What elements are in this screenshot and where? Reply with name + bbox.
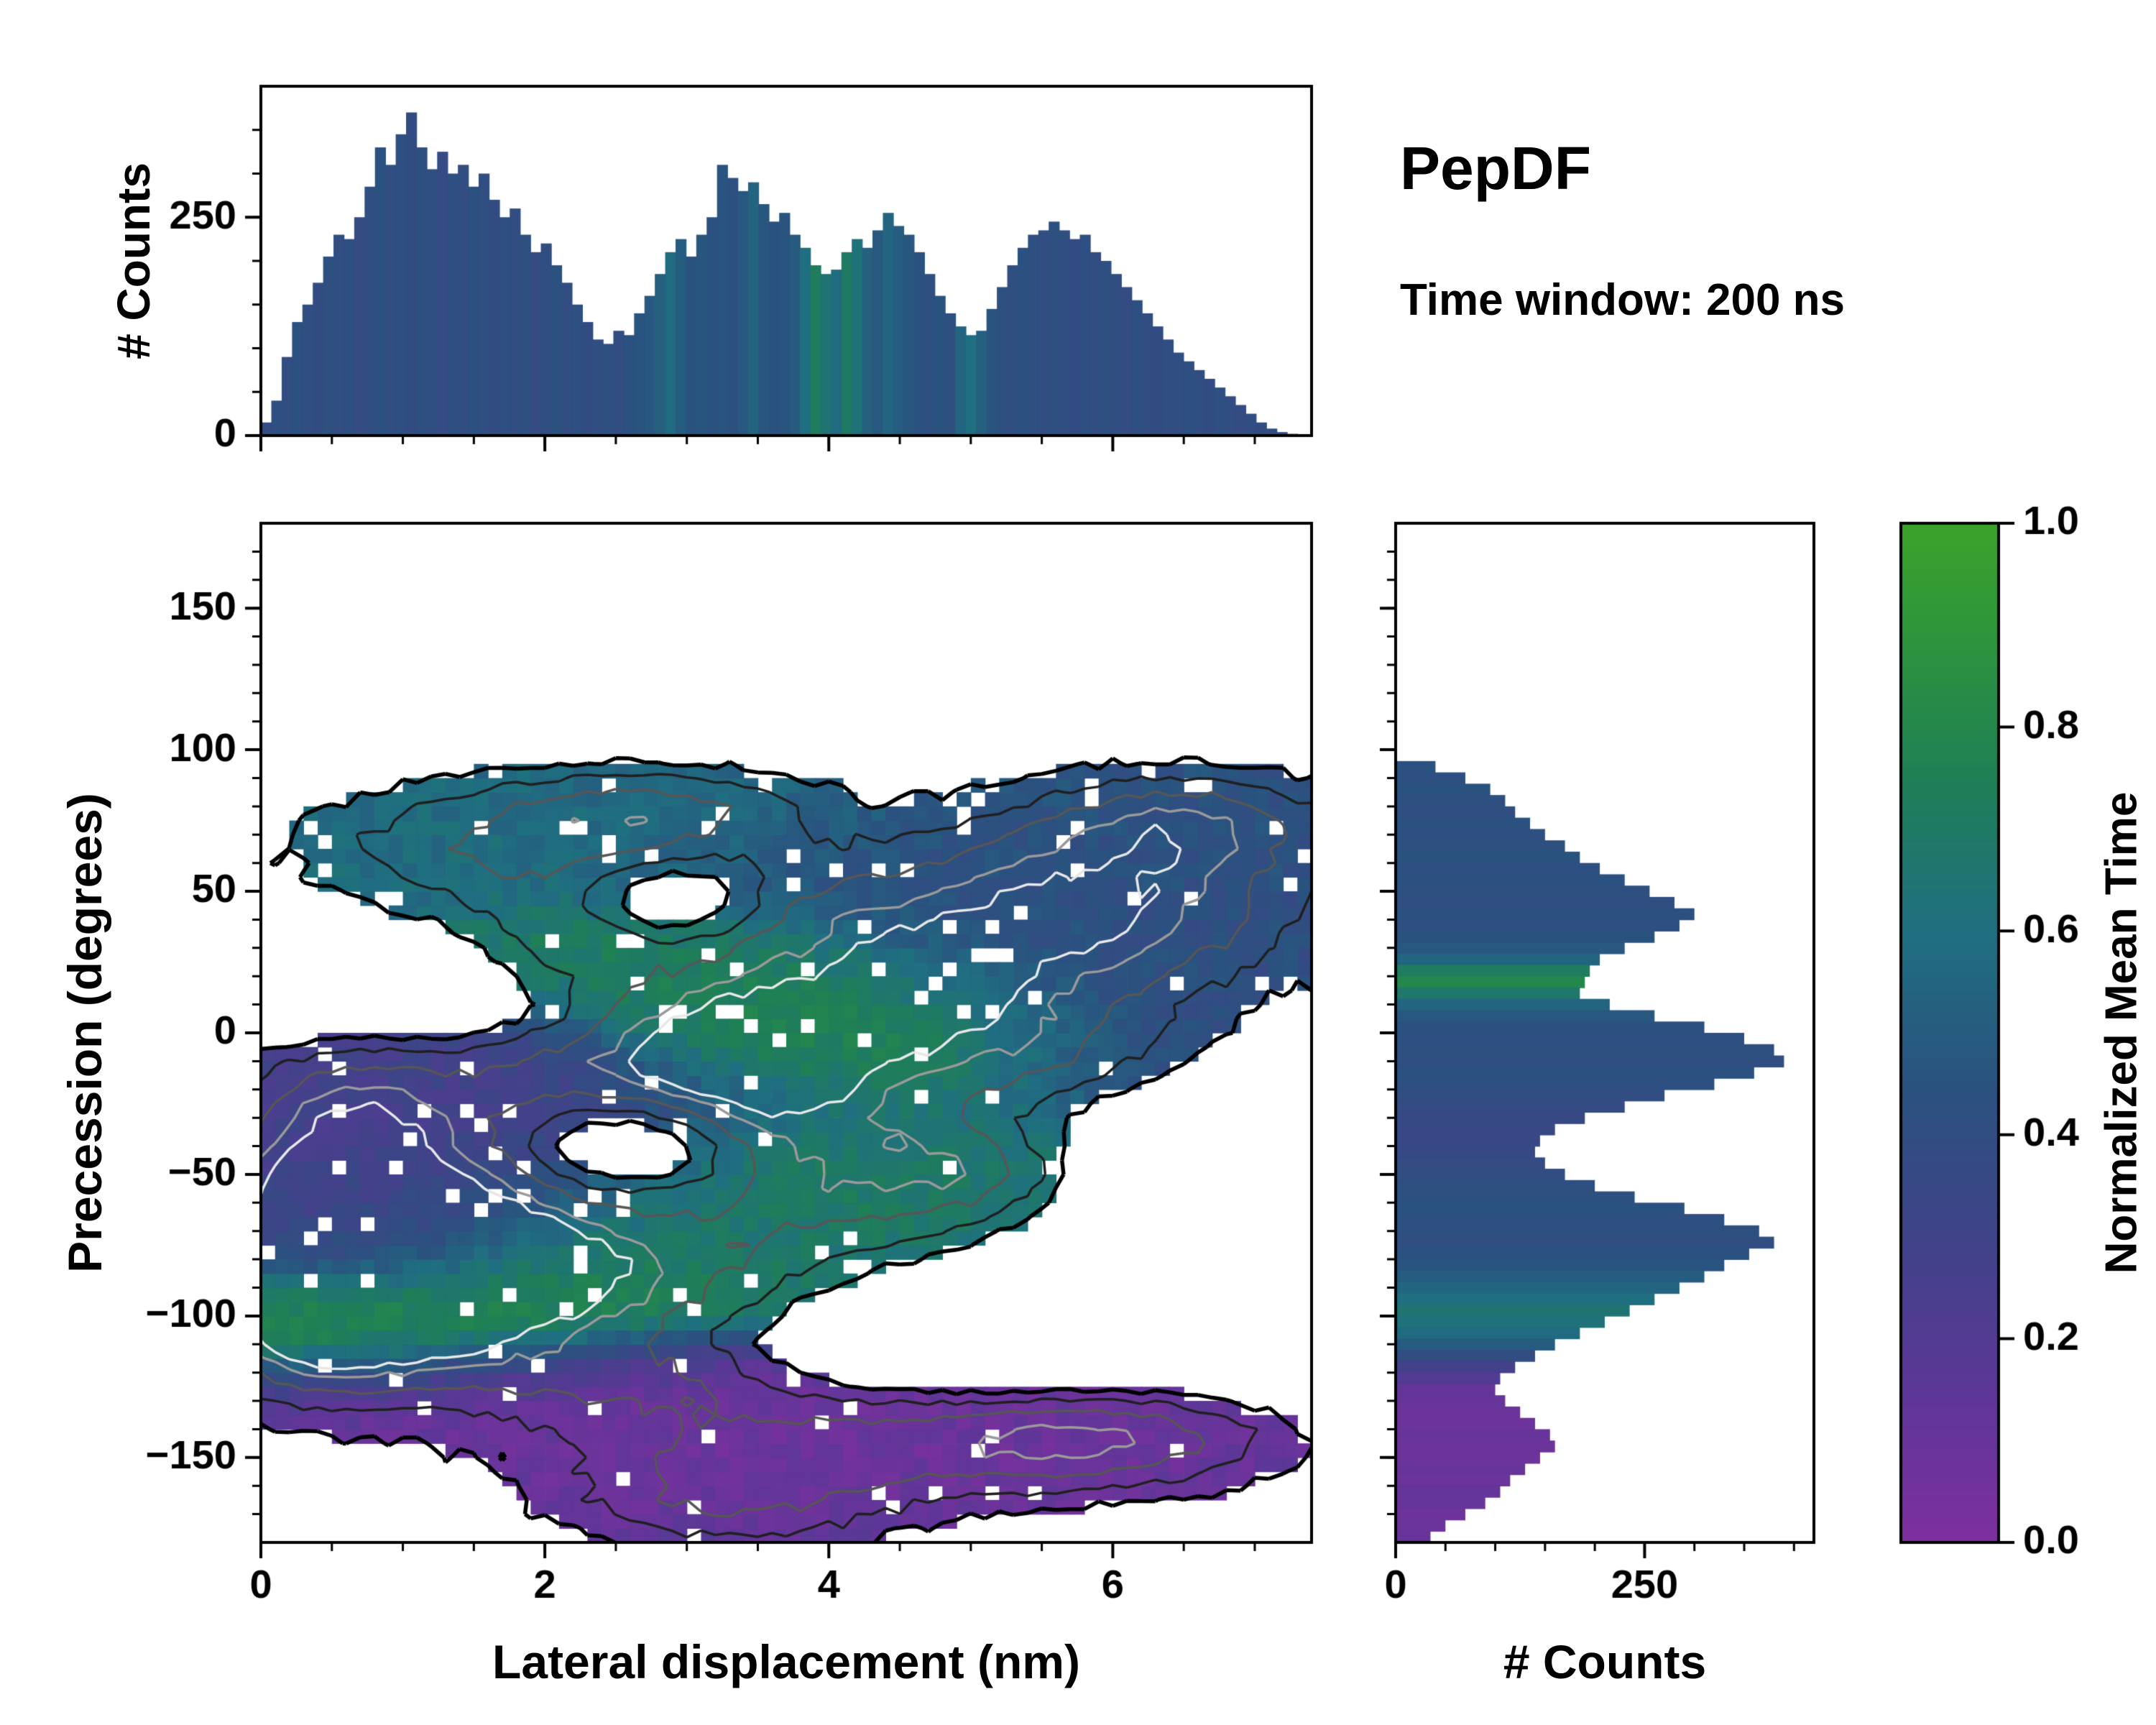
top-hist-ylabel: # Counts: [108, 162, 160, 359]
figure-subtitle: Time window: 200 ns: [1400, 275, 1846, 325]
figure-title: PepDF: [1400, 134, 1592, 202]
main-xlabel: Lateral displacement (nm): [492, 1635, 1080, 1688]
right-hist-xlabel: # Counts: [1503, 1635, 1707, 1688]
main-ylabel: Precession (degrees): [58, 793, 111, 1273]
colorbar-label: Normalized Mean Time: [2096, 791, 2147, 1274]
